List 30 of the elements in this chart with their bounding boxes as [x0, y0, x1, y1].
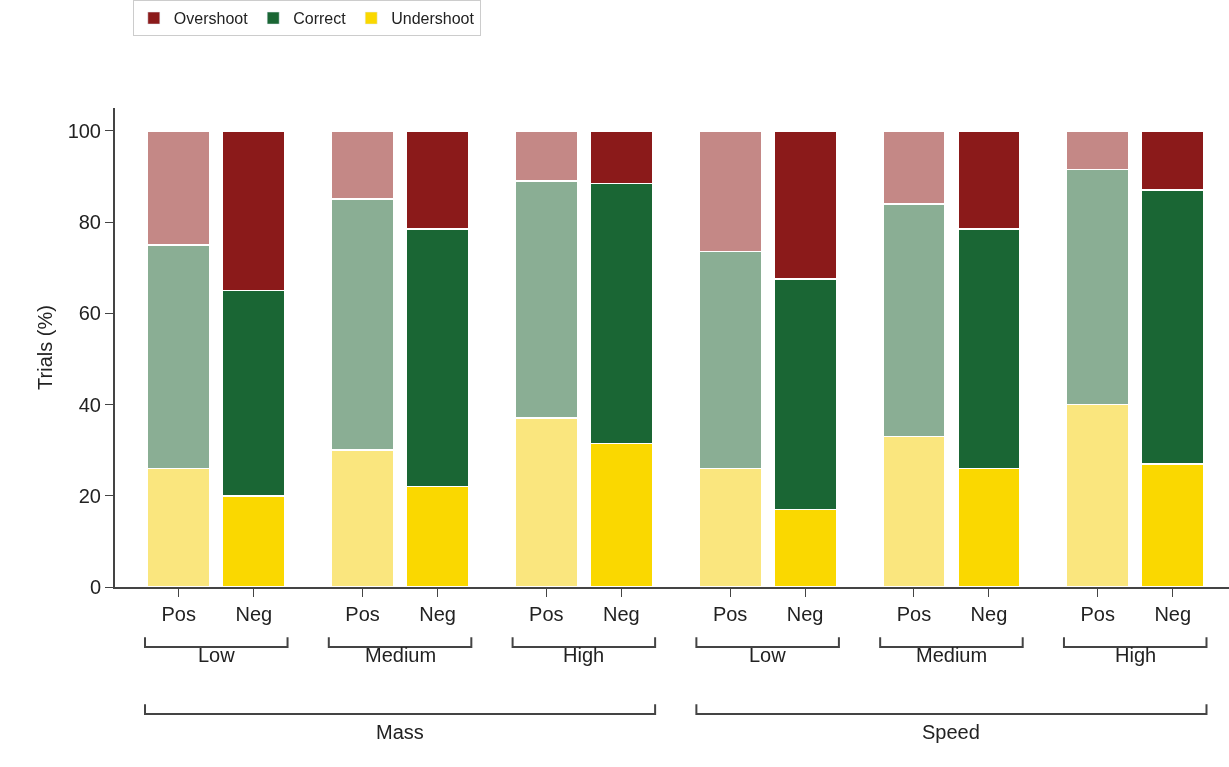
x-tick-label: Neg — [235, 603, 273, 625]
y-tick-label: 20 — [78, 484, 101, 507]
x-tick-label: Neg — [970, 603, 1008, 625]
text: High — [563, 644, 605, 666]
x-tick-label: Pos — [1080, 603, 1115, 625]
y-tick-label: 100 — [67, 119, 101, 142]
text: Mass — [376, 721, 424, 743]
x-tick-label: Pos — [161, 603, 196, 625]
text: Low — [749, 644, 787, 666]
x-tick-label: Neg — [419, 603, 456, 625]
x-tick-label: Neg — [786, 603, 824, 625]
y-tick-label: 60 — [78, 302, 101, 325]
x-tick-label: Pos — [529, 603, 564, 625]
text: Medium — [365, 644, 437, 666]
y-tick-label: 0 — [89, 576, 101, 598]
text: Speed — [922, 721, 980, 743]
text: Medium — [916, 644, 988, 666]
legend-label: Correct — [293, 10, 347, 28]
y-axis-title: Trials (%) — [33, 305, 56, 390]
y-tick-label: 40 — [78, 393, 101, 416]
x-tick-label: Neg — [603, 603, 640, 625]
legend-label: Undershoot — [391, 10, 475, 28]
x-tick-label: Pos — [712, 603, 748, 625]
x-tick-label: Pos — [345, 603, 380, 625]
text: High — [1115, 644, 1157, 666]
x-tick-label: Neg — [1154, 603, 1192, 625]
text: Low — [198, 644, 236, 666]
y-tick-label: 80 — [78, 211, 101, 234]
x-tick-label: Pos — [896, 603, 932, 625]
legend-label: Overshoot — [173, 10, 249, 28]
